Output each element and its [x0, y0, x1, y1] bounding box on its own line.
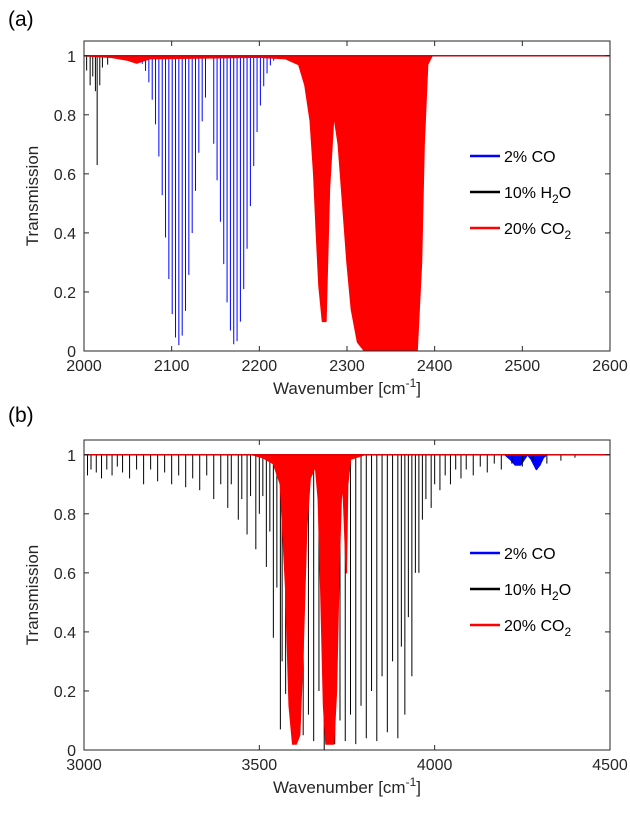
- legend-label-co2: 20% CO2: [504, 618, 571, 639]
- x-tick-label: 2000: [66, 358, 102, 375]
- legend-label-tail: O: [559, 582, 571, 599]
- plot-frame: [83, 439, 611, 751]
- legend-label-main: 10% H: [504, 185, 552, 202]
- y-tick-label: 1: [67, 448, 76, 465]
- chart-panel-1: 3000 3500 4000 4500 0 0.2 0.4 0.6 0.8 1 Wavenumber…: [8, 404, 628, 797]
- legend-label-main: 2% CO: [504, 149, 556, 166]
- x-axis-label-end: ]: [416, 379, 421, 398]
- x-axis-label: Wavenumber [cm-1]: [273, 775, 421, 797]
- legend-label-main: 2% CO: [504, 546, 556, 563]
- legend-label-co: 2% CO: [504, 546, 556, 563]
- legend-label-main: 20% CO: [504, 618, 564, 635]
- series-co2-band: [84, 55, 610, 351]
- x-tick-label: 2400: [417, 358, 453, 375]
- x-tick-label: 3000: [66, 757, 102, 774]
- y-axis-label: Transmission: [23, 146, 42, 246]
- legend-label-sub: 2: [564, 625, 571, 639]
- x-axis-label: Wavenumber [cm-1]: [273, 376, 421, 398]
- y-tick-label: 1: [67, 49, 76, 66]
- y-tick-label: 0: [67, 344, 76, 361]
- legend-label-co2: 20% CO2: [504, 221, 571, 242]
- y-tick-label: 0.6: [54, 566, 76, 583]
- legend-label-main: 10% H: [504, 582, 552, 599]
- x-tick-label: 2200: [242, 358, 278, 375]
- plot-area: [84, 454, 610, 750]
- x-tick-label: 2300: [329, 358, 365, 375]
- legend-label-tail: O: [559, 185, 571, 202]
- x-tick-label: 4000: [417, 757, 453, 774]
- legend-label-h2o: 10% H2O: [504, 185, 571, 206]
- chart-panel-0: 2000 2100 2200 2300 2400 2500 2600 0 0.2 0.4 0.6 0.…: [8, 8, 628, 398]
- series-co2-band: [84, 454, 610, 745]
- legend-label-sub: 2: [552, 192, 559, 206]
- plot-area: [84, 55, 610, 351]
- x-axis-label-end: ]: [416, 778, 421, 797]
- x-tick-label: 3500: [242, 757, 278, 774]
- y-tick-label: 0.2: [54, 285, 76, 302]
- panel-label: (b): [8, 404, 34, 427]
- y-axis-label: Transmission: [23, 545, 42, 645]
- legend-label-h2o: 10% H2O: [504, 582, 571, 603]
- y-tick-label: 0.8: [54, 108, 76, 125]
- legend-label-sub: 2: [552, 589, 559, 603]
- legend-label-co: 2% CO: [504, 149, 556, 166]
- y-tick-label: 0.8: [54, 507, 76, 524]
- x-axis-label-main: Wavenumber [cm: [273, 379, 406, 398]
- panel-label: (a): [8, 8, 34, 31]
- x-axis-label-main: Wavenumber [cm: [273, 778, 406, 797]
- y-tick-label: 0: [67, 743, 76, 760]
- x-axis-label-sup: -1: [406, 775, 417, 789]
- y-tick-label: 0.6: [54, 167, 76, 184]
- legend-label-main: 20% CO: [504, 221, 564, 238]
- x-tick-label: 2500: [505, 358, 541, 375]
- y-tick-label: 0.4: [54, 226, 76, 243]
- x-tick-label: 4500: [592, 757, 628, 774]
- x-tick-label: 2600: [592, 358, 628, 375]
- y-tick-label: 0.2: [54, 684, 76, 701]
- x-tick-label: 2100: [154, 358, 190, 375]
- legend-label-sub: 2: [564, 228, 571, 242]
- x-axis-label-sup: -1: [406, 376, 417, 390]
- y-tick-label: 0.4: [54, 625, 76, 642]
